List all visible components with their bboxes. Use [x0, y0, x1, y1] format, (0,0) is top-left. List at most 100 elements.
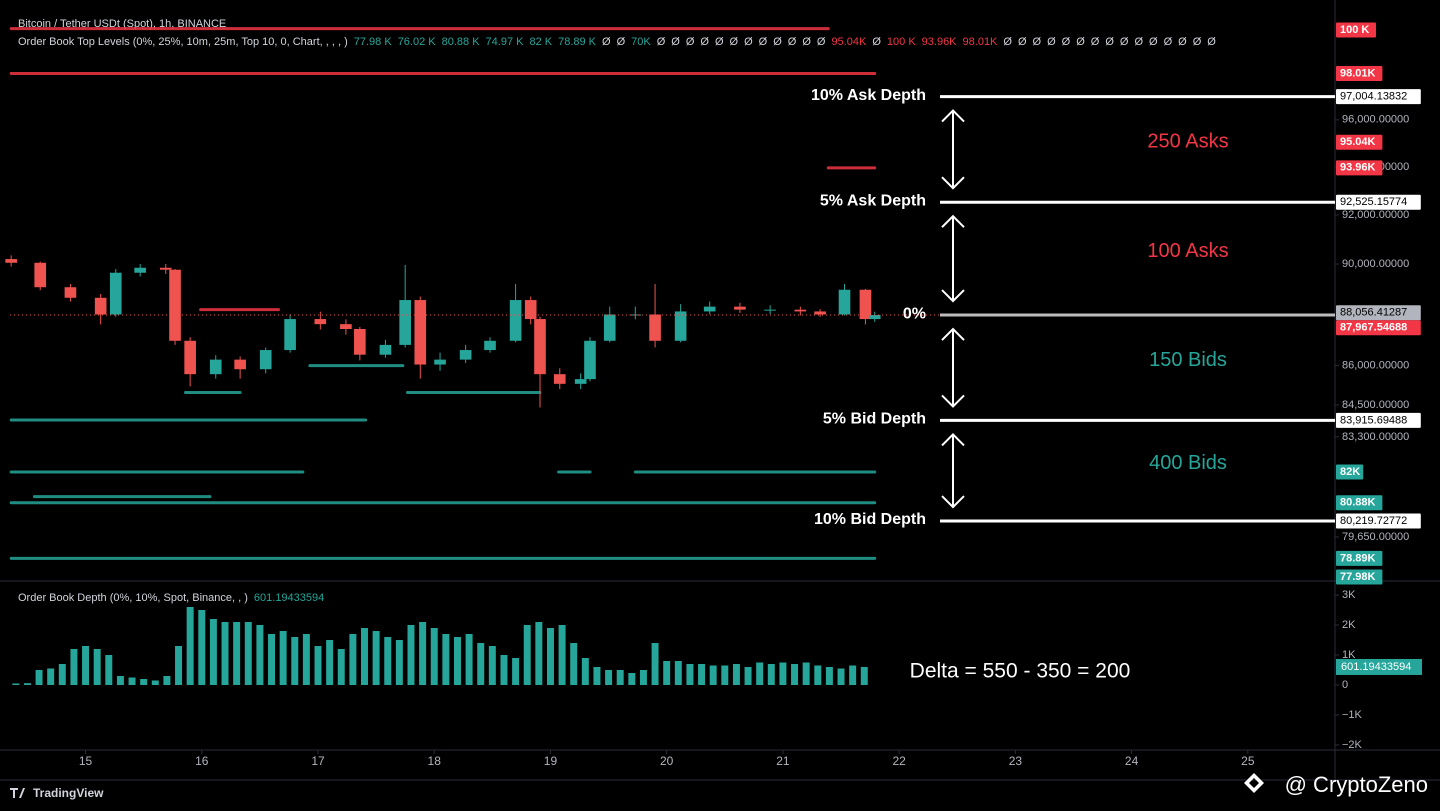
x-tick-label: 22 [892, 754, 906, 768]
y-tick-label: 86,000.00000 [1342, 359, 1409, 371]
candle-body [649, 314, 661, 341]
watermark-icon [1244, 773, 1264, 793]
depth-bar [221, 621, 229, 685]
depth-bar [407, 624, 415, 685]
depth-bar [546, 627, 554, 685]
candle-body [794, 309, 807, 312]
indicator-name: Order Book Top Levels (0%, 25%, 10m, 25m… [18, 36, 348, 48]
depth-bar [268, 633, 275, 685]
price-tag-bg [1336, 550, 1383, 566]
candle-body [584, 340, 596, 380]
depth-bar [140, 678, 148, 685]
indicator-value: Ø [1134, 36, 1143, 48]
depth-bar [849, 665, 857, 685]
delta-annotation: Delta = 550 - 350 = 200 [910, 660, 1131, 683]
zone-label: 400 Bids [1149, 452, 1227, 474]
price-tag-bg [1336, 513, 1421, 529]
price-tag-bg [1336, 22, 1376, 38]
depth-bar [430, 627, 438, 685]
candle-body [838, 289, 851, 315]
price-tag: 92,525.15774 [1340, 196, 1407, 208]
price-tag-bg [1336, 412, 1421, 428]
indicator-value: Ø [1120, 36, 1129, 48]
candle-body [629, 314, 642, 316]
indicator-value: Ø [802, 36, 811, 48]
candle-body [734, 306, 746, 310]
y-tick-label: 3K [1342, 589, 1356, 601]
y-tick-label: −1K [1342, 709, 1363, 721]
x-tick-label: 16 [195, 754, 209, 768]
indicator-value: 77.98 K [354, 36, 393, 48]
indicator-value: 98.01K [963, 36, 999, 48]
candle-body [868, 315, 881, 320]
last-value-tag-bg [1336, 658, 1422, 675]
candle-body [553, 374, 566, 384]
indicator-value: Ø [1178, 36, 1187, 48]
chart-title: Bitcoin / Tether USDt (Spot), 1h, BINANC… [18, 18, 226, 30]
depth-bar [151, 680, 159, 685]
indicator-value: Ø [872, 36, 881, 48]
depth-bar [128, 677, 136, 685]
indicator-value: Ø [1149, 36, 1158, 48]
x-tick-label: 23 [1009, 754, 1023, 768]
depth-bar [395, 639, 403, 685]
candle-body [703, 306, 716, 312]
double-arrow [941, 109, 965, 190]
watermark: @ CryptoZeno [1285, 772, 1428, 797]
depth-bar [512, 657, 520, 685]
depth-bar [361, 627, 368, 685]
candle-body [209, 359, 222, 375]
depth-bar [698, 663, 706, 685]
price-tag-bg [1336, 495, 1383, 511]
depth-label: 5% Ask Depth [820, 192, 926, 209]
price-tag: 97,004.13832 [1340, 90, 1407, 102]
y-tick-label: 0 [1342, 679, 1348, 691]
indicator-value: Ø [617, 36, 626, 48]
indicator-value: Ø [671, 36, 680, 48]
price-tag: 87,967.54688 [1340, 322, 1407, 334]
price-tag: 80,219.72772 [1340, 515, 1407, 527]
depth-bar [860, 666, 868, 685]
tradingview-logo: TradingView [10, 786, 104, 800]
price-tag: 78.89K [1340, 552, 1376, 564]
candle-body [379, 344, 392, 355]
depth-name: Order Book Depth (0%, 10%, Spot, Binance… [18, 592, 248, 604]
depth-bar [523, 624, 531, 685]
depth-bar [302, 633, 310, 685]
indicator-value: Ø [1033, 36, 1042, 48]
depth-bar [233, 621, 241, 685]
depth-bar [581, 657, 589, 685]
indicator-value: 76.02 K [398, 36, 437, 48]
x-tick-label: 24 [1125, 754, 1139, 768]
indicator-value: Ø [1018, 36, 1027, 48]
candle-body [603, 314, 616, 341]
depth-label: 5% Bid Depth [823, 411, 926, 428]
depth-bar [488, 645, 496, 685]
indicator-value: Ø [788, 36, 797, 48]
depth-bar [198, 609, 206, 685]
candle-body [134, 267, 146, 273]
price-tag-bg [1336, 134, 1383, 150]
depth-bar [802, 662, 810, 685]
depth-bar [419, 621, 427, 685]
indicator-value: Ø [1193, 36, 1202, 48]
depth-bar [558, 624, 566, 685]
price-tag-bg [1336, 66, 1383, 82]
candle-body [259, 350, 272, 370]
candle-body [509, 300, 522, 341]
depth-bar [209, 618, 217, 685]
depth-bar [837, 668, 845, 685]
depth-bar [70, 648, 78, 685]
indicator-value: Ø [730, 36, 739, 48]
price-tag-bg [1336, 464, 1364, 480]
candle-body [5, 259, 17, 263]
x-tick-label: 15 [79, 754, 93, 768]
indicator-value: 95.04K [831, 36, 867, 48]
depth-bar [535, 621, 543, 685]
price-tag: 100 K [1340, 24, 1369, 36]
candle-body [94, 297, 107, 315]
depth-bar [337, 648, 345, 685]
candle-body [524, 300, 537, 320]
